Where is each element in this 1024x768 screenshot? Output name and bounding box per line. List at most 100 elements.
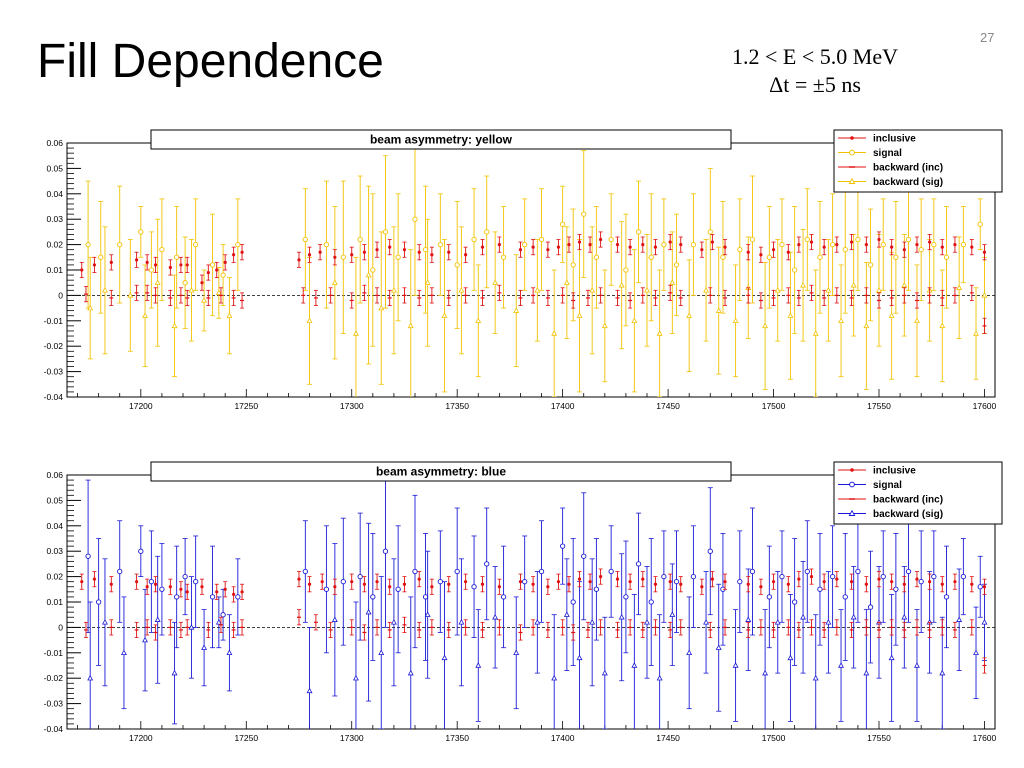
data-point xyxy=(215,618,222,625)
legend: inclusive signal backward (inc) backward (s… xyxy=(833,461,1003,525)
data-point xyxy=(661,573,667,580)
slide-number: 27 xyxy=(980,30,995,45)
data-point xyxy=(370,267,376,273)
series-backward-inc- xyxy=(83,609,987,674)
legend: inclusive signal backward (inc) backward (s… xyxy=(833,129,1003,193)
legend-label: backward (sig) xyxy=(873,509,943,520)
data-point xyxy=(174,594,180,600)
data-point xyxy=(877,577,881,581)
data-point xyxy=(570,262,576,268)
data-point xyxy=(101,286,108,293)
data-point xyxy=(546,585,550,589)
y-tick-label: -0.01 xyxy=(44,316,64,326)
legend-marker xyxy=(849,481,855,488)
data-point xyxy=(352,330,359,336)
data-point xyxy=(226,649,233,656)
x-tick-label: 17550 xyxy=(867,401,891,411)
data-point xyxy=(661,241,667,248)
data-point xyxy=(306,687,313,694)
data-point xyxy=(943,594,950,600)
data-point xyxy=(522,241,528,248)
data-point xyxy=(746,582,750,586)
data-point xyxy=(970,582,974,586)
data-point xyxy=(171,669,178,676)
legend-label: signal xyxy=(873,480,902,491)
data-point xyxy=(538,236,545,243)
data-point xyxy=(538,568,545,575)
data-point xyxy=(331,279,338,285)
data-point xyxy=(939,669,946,676)
data-point xyxy=(215,590,219,594)
data-point xyxy=(375,248,379,252)
data-point xyxy=(812,674,819,681)
data-point xyxy=(422,247,429,253)
data-point xyxy=(201,644,208,650)
data-point xyxy=(913,317,920,324)
data-point xyxy=(159,247,165,253)
data-point xyxy=(471,236,477,243)
data-point xyxy=(700,248,704,252)
data-point xyxy=(209,262,216,268)
data-point xyxy=(464,253,468,257)
y-tick-label: -0.04 xyxy=(44,724,64,734)
data-point xyxy=(576,312,583,318)
legend-marker xyxy=(848,509,856,516)
data-point xyxy=(458,286,465,293)
data-point xyxy=(880,241,886,248)
x-tick-label: 17600 xyxy=(973,401,997,411)
data-point xyxy=(402,582,407,586)
data-point xyxy=(323,241,330,248)
data-point xyxy=(982,250,987,254)
data-point xyxy=(641,577,645,581)
data-point xyxy=(559,543,566,549)
data-point xyxy=(447,582,451,586)
data-point xyxy=(890,580,894,584)
data-point xyxy=(497,585,501,589)
data-point xyxy=(838,662,845,668)
data-point xyxy=(608,568,614,575)
data-point xyxy=(518,248,523,252)
data-point xyxy=(915,577,919,581)
data-point xyxy=(618,613,625,620)
y-tick-label: 0.02 xyxy=(46,572,63,582)
data-point xyxy=(710,240,714,244)
legend-marker xyxy=(850,468,854,472)
data-point xyxy=(145,585,149,589)
data-point xyxy=(422,594,429,600)
data-point xyxy=(970,245,974,249)
data-point xyxy=(484,561,490,567)
data-point xyxy=(441,654,448,661)
legend-label: inclusive xyxy=(873,134,916,145)
data-point xyxy=(817,586,823,592)
data-point xyxy=(723,580,727,584)
data-point xyxy=(774,618,781,625)
data-point xyxy=(707,229,713,235)
data-point xyxy=(973,649,979,656)
data-point xyxy=(749,568,756,575)
data-point xyxy=(880,573,886,580)
data-point xyxy=(593,586,600,592)
data-point xyxy=(101,618,108,625)
x-tick-label: 17250 xyxy=(234,733,258,743)
data-point xyxy=(956,616,963,622)
data-point xyxy=(623,267,629,273)
data-point xyxy=(732,317,739,324)
data-point xyxy=(700,585,704,589)
x-tick-label: 17500 xyxy=(762,401,786,411)
data-point xyxy=(835,577,839,581)
data-point xyxy=(159,586,165,592)
series-backward-inc- xyxy=(83,284,987,334)
data-point xyxy=(153,582,158,586)
data-point xyxy=(357,573,363,580)
data-point xyxy=(581,211,587,217)
data-point xyxy=(588,243,592,247)
data-point xyxy=(454,568,460,575)
data-point xyxy=(148,267,155,273)
data-point xyxy=(223,260,227,264)
data-point xyxy=(235,241,241,248)
data-point xyxy=(589,286,596,293)
data-point xyxy=(648,599,654,605)
data-point xyxy=(362,582,366,586)
data-point xyxy=(953,243,957,247)
series-backward-sig- xyxy=(87,185,988,397)
